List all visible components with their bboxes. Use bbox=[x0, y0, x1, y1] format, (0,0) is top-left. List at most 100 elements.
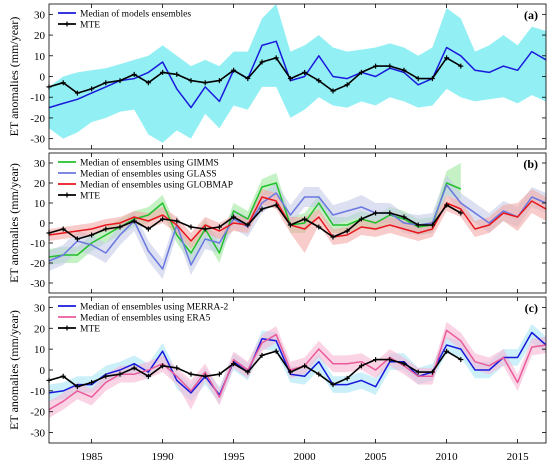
y-tick-label: 10 bbox=[34, 51, 46, 63]
data-point bbox=[188, 78, 194, 84]
data-point bbox=[330, 88, 336, 94]
data-point bbox=[216, 78, 222, 84]
data-point bbox=[302, 363, 308, 369]
data-point bbox=[89, 232, 95, 238]
x-tick-label: 1985 bbox=[81, 451, 104, 463]
data-point bbox=[60, 80, 66, 86]
data-point bbox=[103, 373, 109, 379]
data-point bbox=[387, 63, 393, 69]
y-axis-label: ET anomalies (mm/year) bbox=[7, 163, 21, 283]
legend-marker bbox=[64, 192, 70, 198]
data-point bbox=[401, 214, 407, 220]
y-tick-label: -20 bbox=[30, 113, 45, 125]
data-point bbox=[245, 369, 251, 375]
data-point bbox=[117, 78, 123, 84]
data-point bbox=[287, 76, 293, 82]
data-point bbox=[316, 371, 322, 377]
legend-entry: MTE bbox=[80, 325, 100, 335]
data-point bbox=[74, 90, 80, 96]
data-point bbox=[316, 224, 322, 230]
data-point bbox=[202, 373, 208, 379]
data-point bbox=[273, 55, 279, 61]
data-point bbox=[344, 82, 350, 88]
legend-entry: MTE bbox=[80, 192, 100, 202]
data-point bbox=[458, 63, 464, 69]
panel-label: (b) bbox=[523, 157, 538, 171]
series-line-1 bbox=[48, 331, 547, 396]
data-point bbox=[415, 76, 421, 82]
data-point bbox=[373, 63, 379, 69]
data-point bbox=[444, 202, 450, 208]
data-point bbox=[429, 222, 435, 228]
data-point bbox=[74, 236, 80, 242]
y-tick-label: 30 bbox=[34, 158, 46, 170]
data-point bbox=[216, 371, 222, 377]
legend-entry: Median of models ensembles bbox=[80, 9, 191, 20]
data-point bbox=[373, 357, 379, 363]
data-point bbox=[401, 361, 407, 367]
data-point bbox=[373, 210, 379, 216]
data-point bbox=[89, 380, 95, 386]
data-point bbox=[160, 69, 166, 75]
x-tick-label: 1990 bbox=[152, 451, 175, 463]
panel-1: -30 -20 -10 0 10 20 30 ET anomalies (mm/year) (a… bbox=[7, 3, 547, 150]
y-tick-label: 20 bbox=[34, 30, 46, 42]
data-point bbox=[344, 228, 350, 234]
legend-marker bbox=[64, 21, 70, 27]
data-point bbox=[330, 234, 336, 240]
data-point bbox=[429, 369, 435, 375]
data-point bbox=[131, 365, 137, 371]
data-point bbox=[287, 369, 293, 375]
data-point bbox=[259, 206, 265, 212]
y-tick-label: -30 bbox=[30, 428, 45, 440]
y-tick-label: 20 bbox=[34, 178, 46, 190]
panel-label: (a) bbox=[524, 8, 538, 22]
legend-entry: Median of ensembles using GLASS bbox=[80, 169, 217, 180]
y-tick-label: -10 bbox=[30, 92, 45, 104]
data-point bbox=[202, 226, 208, 232]
x-tick-label: 2010 bbox=[436, 451, 459, 463]
y-tick-label: 30 bbox=[34, 9, 46, 21]
data-point bbox=[273, 348, 279, 354]
y-axis-label: ET anomalies (mm/year) bbox=[7, 17, 21, 137]
y-tick-label: 0 bbox=[40, 72, 46, 84]
legend-marker bbox=[64, 325, 70, 331]
data-point bbox=[387, 210, 393, 216]
data-point bbox=[444, 348, 450, 354]
uncertainty-band-1 bbox=[49, 4, 546, 143]
data-point bbox=[415, 222, 421, 228]
data-point bbox=[117, 371, 123, 377]
data-point bbox=[202, 80, 208, 86]
data-point bbox=[429, 76, 435, 82]
y-tick-label: -30 bbox=[30, 278, 45, 290]
data-point bbox=[174, 365, 180, 371]
data-point bbox=[458, 357, 464, 363]
data-point bbox=[145, 373, 151, 379]
data-point bbox=[145, 226, 151, 232]
data-point bbox=[231, 361, 237, 367]
x-tick-label: 2005 bbox=[365, 451, 388, 463]
data-point bbox=[174, 218, 180, 224]
uncertainty-band-2 bbox=[49, 322, 546, 418]
y-tick-label: -10 bbox=[30, 238, 45, 250]
y-tick-label: 20 bbox=[34, 323, 46, 335]
x-tick-label: 1995 bbox=[223, 451, 246, 463]
data-point bbox=[60, 226, 66, 232]
legend-entry: Median of ensembles using ERA5 bbox=[80, 313, 211, 324]
series-line-1 bbox=[48, 182, 462, 258]
y-tick-label: -20 bbox=[30, 407, 45, 419]
y-tick-label: -20 bbox=[30, 258, 45, 270]
data-point bbox=[216, 224, 222, 230]
y-tick-label: -30 bbox=[30, 134, 45, 146]
data-point bbox=[259, 352, 265, 358]
panel-2: -30 -20 -10 0 10 20 30 ET anomalies (mm/year) (b… bbox=[7, 152, 547, 294]
y-tick-label: 0 bbox=[40, 365, 46, 377]
data-point bbox=[358, 69, 364, 75]
data-point bbox=[174, 71, 180, 77]
legend-entry: Median of ensembles using MERRA-2 bbox=[80, 302, 229, 313]
y-tick-label: 10 bbox=[34, 344, 46, 356]
data-point bbox=[188, 371, 194, 377]
